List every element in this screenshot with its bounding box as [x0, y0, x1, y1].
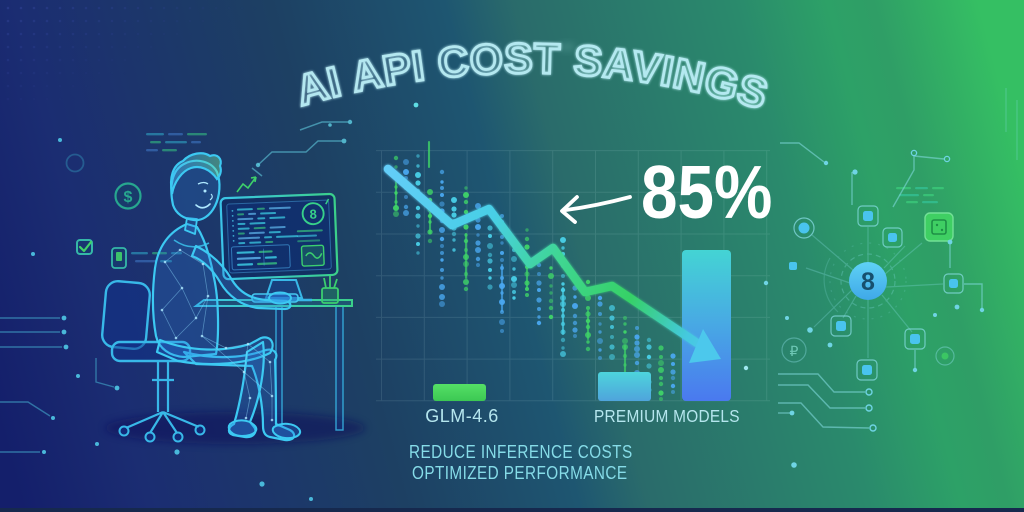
svg-text:$: $: [124, 189, 133, 206]
svg-text:AI API COST SAVINGS: AI API COST SAVINGS: [291, 36, 773, 119]
svg-text:₽: ₽: [790, 343, 799, 359]
svg-text:8: 8: [861, 268, 875, 296]
svg-text:8: 8: [309, 207, 317, 222]
